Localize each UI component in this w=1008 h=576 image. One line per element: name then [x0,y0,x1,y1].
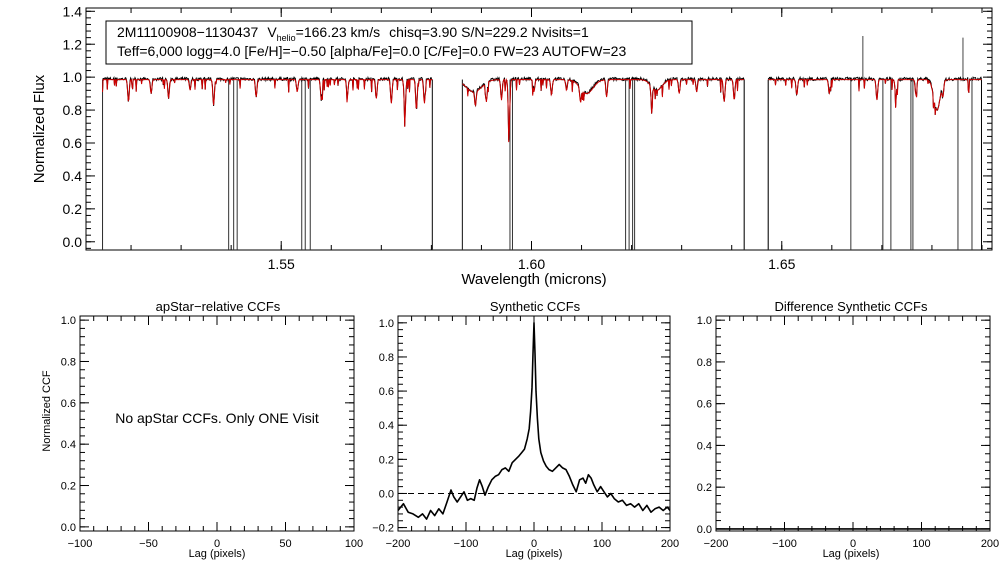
spectrum-ytick-label: 0.8 [63,102,83,118]
spectrum-synthetic-group [102,78,982,143]
apstar-ccf-message: No apStar CCFs. Only ONE Visit [115,410,319,426]
synthetic-ccf-ytick-label: 0.6 [379,386,394,398]
synthetic-ccf-xtick-label: −200 [386,538,411,550]
spectrum-synthetic-line [462,78,745,143]
spectrum-xtick-label: 1.60 [518,256,545,272]
apstar-ccf-xtick-label: 50 [279,538,291,550]
spectrum-xtick-label: 1.55 [268,256,295,272]
synthetic-ccf-curve-group [397,322,671,520]
spectrum-ylabel: Normalized Flux [31,74,48,183]
synthetic-ccf-panel: Synthetic CCFs −200 −100 0 100 200 −0.2 0.0 0.2… [372,299,679,560]
apstar-ccf-ylabel: Normalized CCF [41,370,53,452]
synthetic-ccf-xtick-label: 100 [593,538,611,550]
synthetic-ccf-ticks: −200 −100 0 100 200 −0.2 0.0 0.2 0.4 0.6 0.8 1.0 [372,315,679,550]
apstar-ccf-title: apStar−relative CCFs [156,299,281,314]
info-vhelio-subscript: helio [277,33,296,43]
info-line-1: 2M11100908−1130437 Vhelio=166.23 km/s chis… [117,24,589,43]
apstar-ccf-xtick-label: −100 [68,538,93,550]
difference-ccf-xlabel: Lag (pixels) [823,548,880,560]
info-vhelio-label: V [267,24,277,40]
difference-ccf-panel: Difference Synthetic CCFs −200 −100 0 100 20… [697,299,999,560]
apstar-ccf-ytick-label: 0.2 [61,480,76,492]
synthetic-ccf-xtick-label: −100 [454,538,479,550]
apstar-ccf-ytick-label: 0.4 [61,439,76,451]
synthetic-ccf-title: Synthetic CCFs [490,299,581,314]
spectrum-ytick-label: 1.0 [63,69,83,85]
synthetic-ccf-ytick-label: 1.0 [379,318,394,330]
spectrum-ytick-label: 0.2 [63,201,83,217]
synthetic-ccf-xtick-label: 200 [661,538,679,550]
synthetic-ccf-ytick-label: 0.4 [379,420,394,432]
spectrum-info-box: 2M11100908−1130437 Vhelio=166.23 km/s chis… [105,20,693,65]
spectrum-frame [85,7,993,251]
spectrum-panel: 1.55 1.60 1.65 0.0 0.2 0.4 0.6 0.8 1.0 1.2 1.4 Nor… [31,3,993,288]
difference-ccf-xtick-label: −200 [704,538,729,550]
apstar-ccf-ytick-label: 0.0 [61,522,76,534]
apstar-ccf-panel: apStar−relative CCFs −100 −50 0 50 100 0.0 0.2… [41,299,363,560]
spectrum-observed-group [102,35,982,250]
spectrum-ytick-label: 0.6 [63,135,83,151]
apstar-ccf-xtick-label: 0 [214,538,220,550]
info-star-id: 2M11100908−1130437 [117,24,259,40]
spectrum-ytick-label: 0.4 [63,168,83,184]
spectrum-synthetic-line [768,79,982,116]
apstar-ccf-xtick-label: −50 [139,538,158,550]
difference-ccf-xtick-label: 0 [850,538,856,550]
apstar-ccf-ticks: −100 −50 0 50 100 0.0 0.2 0.4 0.6 0.8 1.0 [61,315,363,550]
difference-ccf-xtick-label: 200 [981,538,999,550]
synthetic-ccf-ytick-label: 0.8 [379,352,394,364]
apstar-ccf-xlabel: Lag (pixels) [189,548,246,560]
apstar-ccf-ytick-label: 0.6 [61,398,76,410]
synthetic-ccf-curve [397,322,671,520]
difference-ccf-ytick-label: 1.0 [697,315,712,327]
difference-ccf-ytick-label: 0.2 [697,482,712,494]
difference-ccf-ticks: −200 −100 0 100 200 0.0 0.2 0.4 0.6 0.8 1.0 [697,315,999,550]
synthetic-ccf-xtick-label: 0 [531,538,537,550]
synthetic-ccf-ytick-label: 0.0 [379,488,394,500]
difference-ccf-xtick-label: 100 [912,538,930,550]
difference-ccf-ytick-label: 0.6 [697,399,712,411]
spectrum-synthetic-line [102,78,433,127]
synthetic-ccf-xlabel: Lag (pixels) [506,548,563,560]
spectrum-axis-ticks: 1.55 1.60 1.65 0.0 0.2 0.4 0.6 0.8 1.0 1.2 1.4 [63,3,992,272]
spectrum-ytick-label: 1.4 [63,3,83,19]
synthetic-ccf-frame [397,315,671,532]
difference-ccf-ytick-label: 0.0 [697,524,712,536]
info-stats: chisq=3.90 S/N=229.2 Nvisits=1 [389,24,589,40]
difference-ccf-title: Difference Synthetic CCFs [775,299,928,314]
difference-ccf-frame [715,315,991,532]
apstar-ccf-xtick-label: 100 [345,538,363,550]
spectrum-xtick-label: 1.65 [768,256,795,272]
difference-ccf-xtick-label: −100 [772,538,797,550]
difference-ccf-ytick-label: 0.8 [697,357,712,369]
synthetic-ccf-ytick-label: 0.2 [379,454,394,466]
spectrum-ytick-label: 0.0 [63,234,83,250]
spectrum-ytick-label: 1.2 [63,36,83,52]
info-box-frame [105,20,693,65]
spectrum-xlabel: Wavelength (microns) [461,271,606,288]
info-line-2: Teff=6,000 logg=4.0 [Fe/H]=−0.50 [alpha/… [117,43,626,59]
synthetic-ccf-ytick-label: −0.2 [372,523,394,535]
apstar-ccf-ytick-label: 0.8 [61,356,76,368]
difference-ccf-ytick-label: 0.4 [697,440,712,452]
apstar-ccf-ytick-label: 1.0 [61,315,76,327]
info-vhelio-value: =166.23 km/s [296,24,380,40]
